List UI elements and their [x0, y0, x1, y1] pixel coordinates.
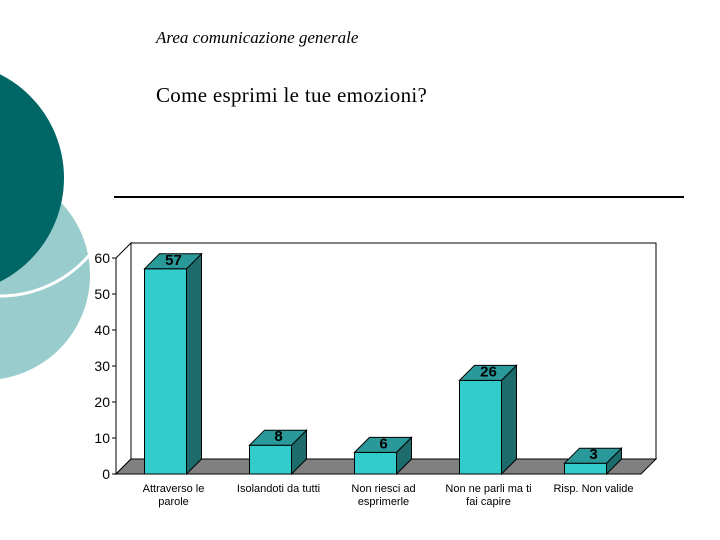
bar-top	[143, 253, 203, 270]
bar	[144, 268, 187, 475]
x-tick-label: Non riesci ad esprimerle	[351, 483, 415, 508]
x-tick-label-line: parole	[158, 496, 189, 508]
x-tick-label: Isolandoti da tutti	[237, 483, 320, 495]
bar-top	[353, 436, 413, 453]
x-tick-label-line: Non ne parli ma ti	[445, 483, 531, 495]
x-tick-label-line: Non riesci ad	[351, 483, 415, 495]
x-tick-label-line: Isolandoti da tutti	[237, 483, 320, 495]
y-tick-label: 60	[94, 250, 110, 266]
y-tick-label: 30	[94, 358, 110, 374]
bar	[354, 451, 397, 475]
x-tick-label-line: Attraverso le	[143, 483, 205, 495]
chart-back-wall	[130, 242, 657, 460]
y-tick-label: 50	[94, 286, 110, 302]
chart-side-wall	[115, 241, 132, 476]
data-label: 6	[379, 435, 387, 452]
x-tick-label: Non ne parli ma ti fai capire	[445, 483, 531, 508]
y-tick-label: 0	[102, 466, 110, 482]
bar	[249, 444, 292, 475]
slide-question: Come esprimi le tue emozioni?	[156, 83, 428, 107]
y-tick-label: 40	[94, 322, 110, 338]
title-divider	[114, 196, 684, 198]
x-tick-label: Risp. Non valide	[553, 483, 633, 495]
x-tick-label-line: esprimerle	[358, 496, 409, 508]
x-tick-label-line: Risp. Non valide	[553, 483, 633, 495]
y-tick-label: 20	[94, 394, 110, 410]
data-label: 57	[165, 252, 182, 269]
y-tick-label: 10	[94, 430, 110, 446]
bar-top	[563, 447, 623, 464]
data-label: 8	[274, 428, 282, 445]
bar	[564, 462, 607, 475]
data-label: 26	[480, 363, 497, 380]
bar	[459, 379, 502, 475]
data-label: 3	[589, 446, 597, 463]
bar-top	[248, 429, 308, 446]
slide-subtitle: Area comunicazione generale	[156, 28, 359, 47]
x-tick-label-line: fai capire	[466, 496, 511, 508]
bar-top	[458, 364, 518, 381]
circle-rim-highlight	[0, 58, 120, 298]
dark-teal-circle	[0, 74, 64, 282]
bar-side	[186, 252, 202, 476]
bar-side	[501, 364, 517, 476]
x-tick-label: Attraverso le parole	[143, 483, 205, 508]
